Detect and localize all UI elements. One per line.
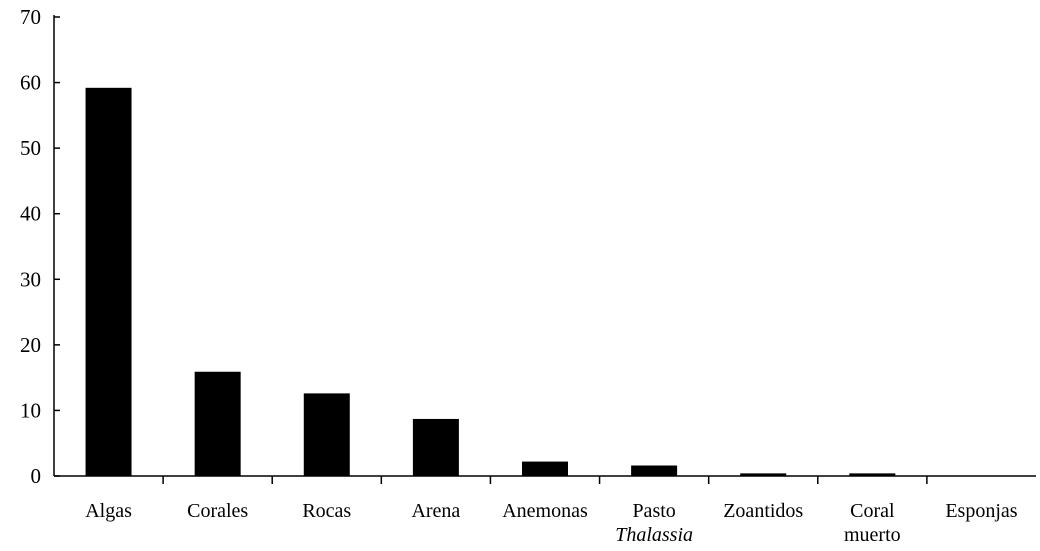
x-category-labels: Algas Corales Rocas Arena Anemonas PastoThala…: [85, 500, 1018, 546]
y-tick-label: 30: [20, 267, 41, 291]
y-tick-label: 10: [20, 398, 41, 422]
bar: [412, 418, 459, 476]
x-category-label: Arena: [411, 500, 460, 522]
y-tick-label: 50: [20, 136, 41, 160]
x-category-label: Coral: [850, 500, 895, 522]
x-category-label: Rocas: [302, 500, 351, 522]
x-category-label: Pasto: [632, 500, 675, 522]
bar: [194, 371, 241, 476]
y-tick-label: 60: [20, 71, 41, 95]
bar: [631, 465, 678, 476]
x-category-label: Esponjas: [945, 500, 1017, 522]
x-category-label: Zoantidos: [723, 500, 803, 522]
x-category-label: muerto: [844, 524, 901, 546]
bar: [522, 461, 568, 476]
y-tick-label: 20: [20, 333, 41, 357]
x-category-label: Algas: [85, 500, 132, 522]
x-category-label: Anemonas: [502, 500, 588, 522]
y-tick-labels: 0 10 20 30 40 50 60 70: [20, 5, 41, 488]
chart-bars: [85, 87, 896, 477]
bar: [849, 473, 896, 476]
y-tick-label: 40: [20, 202, 41, 226]
bar: [85, 87, 132, 477]
y-tick-label: 70: [20, 5, 41, 29]
bar: [740, 473, 787, 476]
bar: [303, 393, 350, 476]
y-tick-label: 0: [31, 464, 42, 488]
x-category-label: Corales: [187, 500, 248, 522]
x-category-label: Thalassia: [615, 524, 693, 546]
